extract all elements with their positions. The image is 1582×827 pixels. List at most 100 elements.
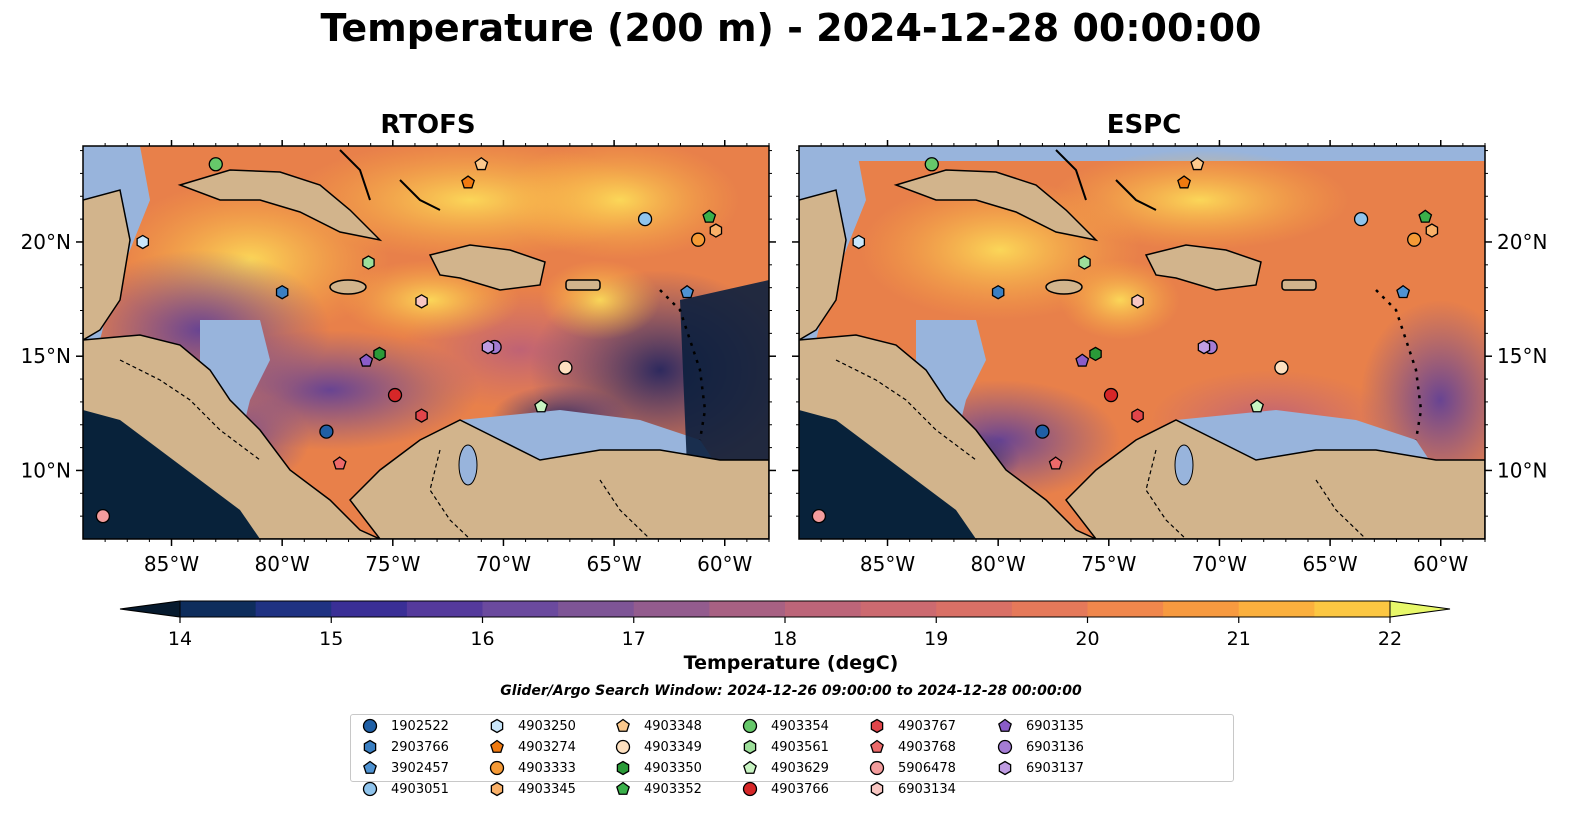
float-marker-4903274 (1177, 175, 1191, 189)
colorbar-tick-label: 20 (1075, 628, 1099, 645)
legend-symbol (615, 739, 631, 755)
float-marker-4903350 (1089, 346, 1102, 362)
legend-label: 4903629 (771, 760, 829, 776)
legend-item: 4903349 (614, 737, 702, 757)
float-marker-4903333 (691, 232, 706, 247)
panel-title-rtofs: RTOFS (380, 110, 476, 140)
float-marker-4903561 (1078, 255, 1091, 270)
legend-symbol (490, 739, 504, 753)
legend-label: 5906478 (898, 760, 956, 776)
float-marker-4903345 (709, 223, 723, 238)
float-marker-4903051 (1353, 211, 1369, 227)
legend-item: 4903350 (614, 758, 702, 778)
legend-label: 6903134 (898, 781, 956, 797)
legend-marker-pentagon (490, 739, 504, 753)
float-marker-1902522 (1035, 424, 1050, 439)
colorbar-tick-label: 22 (1378, 628, 1402, 645)
lon-tick-label: 70°W (476, 552, 531, 576)
float-marker-4903250 (852, 234, 866, 250)
legend-marker-hexagon (870, 781, 884, 797)
legend-label: 4903561 (771, 739, 829, 755)
float-marker-4903768 (332, 456, 347, 470)
float-marker-4903766 (1103, 387, 1119, 403)
panel-title-espc: ESPC (1106, 110, 1182, 140)
legend-label: 4903051 (391, 781, 449, 797)
legend-symbol (869, 760, 885, 776)
legend-marker-circle (362, 781, 378, 797)
legend-marker-pentagon (363, 760, 377, 774)
legend-symbol (362, 718, 378, 734)
legend-symbol (997, 739, 1013, 755)
legend-symbol (742, 781, 758, 797)
legend-label: 3902457 (391, 760, 449, 776)
lon-tick-label: 85°W (860, 552, 915, 576)
colorbar-tick-label: 15 (319, 628, 343, 645)
map-frame-rtofs (82, 145, 770, 540)
colorbar-segment (1163, 601, 1240, 617)
colorbar-segment (709, 601, 786, 617)
legend-item: 4903354 (741, 716, 829, 736)
legend-symbol (616, 718, 630, 732)
lon-tick-label: 75°W (1081, 552, 1136, 576)
colorbar-segment (180, 601, 257, 617)
legend-symbol (363, 760, 377, 774)
legend-item: 4903250 (488, 716, 576, 736)
float-marker-4903766 (387, 387, 403, 403)
lat-tick-label: 20°N (21, 230, 71, 254)
legend-marker-circle (489, 760, 505, 776)
legend-symbol (490, 718, 504, 734)
legend-marker-pentagon (616, 781, 630, 795)
legend-marker-circle (742, 781, 758, 797)
colorbar-tick-label: 18 (773, 628, 797, 645)
float-marker-4903274 (461, 175, 475, 189)
legend-marker-circle (869, 760, 885, 776)
legend-label: 4903352 (644, 781, 702, 797)
colorbar-tick-label: 21 (1227, 628, 1251, 645)
colorbar-segment (558, 601, 635, 617)
legend-label: 4903354 (771, 718, 829, 734)
float-marker-4903629 (1250, 399, 1265, 413)
float-marker-6903135 (1075, 353, 1090, 367)
legend-label: 4903348 (644, 718, 702, 734)
float-marker-4903348 (1190, 156, 1205, 171)
figure-title: Temperature (200 m) - 2024-12-28 00:00:0… (320, 6, 1262, 50)
legend-item: 6903136 (996, 737, 1084, 757)
legend-item: 4903767 (868, 716, 956, 736)
float-marker-4903354 (924, 157, 939, 172)
legend-symbol (363, 739, 377, 755)
legend-item: 3902457 (361, 758, 449, 778)
legend-label: 2903766 (391, 739, 449, 755)
legend-marker-circle (742, 718, 758, 734)
colorbar-segment (406, 601, 483, 617)
legend-symbol (998, 718, 1012, 732)
legend-label: 4903766 (771, 781, 829, 797)
legend-label: 6903137 (1026, 760, 1084, 776)
lon-tick-label: 70°W (1192, 552, 1247, 576)
lon-tick-label: 80°W (971, 552, 1026, 576)
legend-item: 4903274 (488, 737, 576, 757)
legend-item: 1902522 (361, 716, 449, 736)
legend-symbol (616, 781, 630, 795)
legend-label: 4903250 (518, 718, 576, 734)
legend-marker-hexagon (490, 718, 504, 734)
legend-symbol (742, 718, 758, 734)
legend-marker-circle (997, 739, 1013, 755)
colorbar-extend-low (119, 600, 181, 618)
legend-label: 4903767 (898, 718, 956, 734)
legend-marker-hexagon (616, 760, 630, 776)
colorbar-segment (633, 601, 710, 617)
legend-item: 6903134 (868, 779, 956, 799)
legend-label: 1902522 (391, 718, 449, 734)
legend-marker-circle (615, 739, 631, 755)
float-marker-6903137 (481, 339, 495, 355)
legend-item: 6903137 (996, 758, 1084, 778)
map-panels: 85°W 80°W 75°W 70°W 65°W 60°W 20°N 15°N 10°N 85°W… (21, 140, 1547, 576)
float-marker-6903135 (359, 353, 374, 367)
lon-tick-label: 80°W (255, 552, 310, 576)
legend-marker-pentagon (998, 718, 1012, 732)
lon-tick-label: 65°W (1302, 552, 1357, 576)
colorbar-extend-high (1389, 600, 1451, 618)
legend-marker-hexagon (490, 781, 504, 797)
float-marker-4903345 (1425, 223, 1439, 238)
legend-item: 6903135 (996, 716, 1084, 736)
